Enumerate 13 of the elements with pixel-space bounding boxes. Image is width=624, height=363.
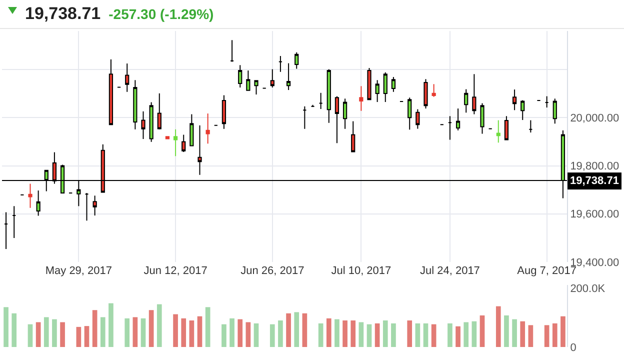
y-tick-label: 0 (570, 342, 576, 354)
chart-subtitle: -257.30 (-1.29%) (108, 6, 214, 22)
y-tick-label: 19,800.00 (570, 160, 620, 173)
y-tick-label: 19,600.00 (570, 208, 620, 221)
chart-title: 19,738.71 (25, 4, 101, 24)
x-tick-label: May 29, 2017 (45, 265, 112, 277)
x-tick-label: Jun 26, 2017 (240, 265, 304, 277)
ref-line-label: 19,738.71 (570, 175, 619, 187)
x-tick-label: Jun 12, 2017 (144, 265, 208, 277)
x-tick-label: Jul 24, 2017 (420, 265, 480, 277)
x-tick-label: Jul 10, 2017 (331, 265, 392, 277)
y-tick-label: 20,000.00 (570, 112, 620, 124)
y-tick-label: 200.0K (570, 282, 606, 295)
